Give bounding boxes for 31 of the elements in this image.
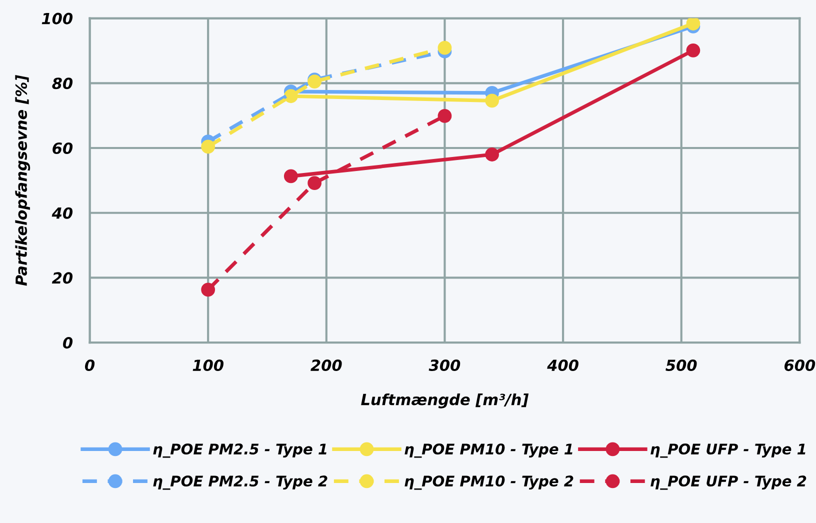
point [201, 282, 216, 297]
y-tick-label: 20 [52, 272, 73, 284]
point [308, 176, 322, 190]
point [438, 108, 452, 123]
y-tick-label: 80 [52, 78, 73, 90]
point [284, 169, 298, 184]
x-tick-label: 400 [547, 360, 578, 372]
x-axis-title: Luftmængde [m³/h] [361, 393, 529, 408]
legend-label: η_POE PM10 - Type 1 [404, 444, 572, 458]
legend-label: η_POE PM2.5 - Type 2 [153, 476, 328, 490]
y-tick-label: 40 [52, 207, 73, 219]
point [485, 94, 499, 108]
legend-label: η_POE UFP - Type 1 [650, 444, 806, 458]
y-tick-label: 0 [63, 337, 73, 349]
x-tick-label: 100 [192, 360, 224, 372]
legend-label: η_POE PM2.5 - Type 1 [153, 444, 326, 458]
x-tick-label: 200 [310, 360, 342, 372]
y-tick-label: 100 [42, 12, 73, 24]
legend-label: η_POE PM10 - Type 2 [404, 476, 574, 490]
x-tick-label: 600 [784, 360, 816, 372]
x-tick-label: 300 [428, 360, 460, 372]
point [686, 18, 700, 30]
point [485, 148, 499, 162]
x-tick-label: 500 [666, 360, 697, 372]
y-axis-title: Partikelopfangsevne [%] [15, 74, 30, 286]
y-tick-label: 60 [52, 142, 73, 154]
legend-label: η_POE UFP - Type 2 [650, 476, 806, 490]
point [686, 43, 700, 58]
x-tick-label: 0 [84, 360, 95, 372]
point [438, 40, 452, 55]
point [201, 140, 216, 154]
